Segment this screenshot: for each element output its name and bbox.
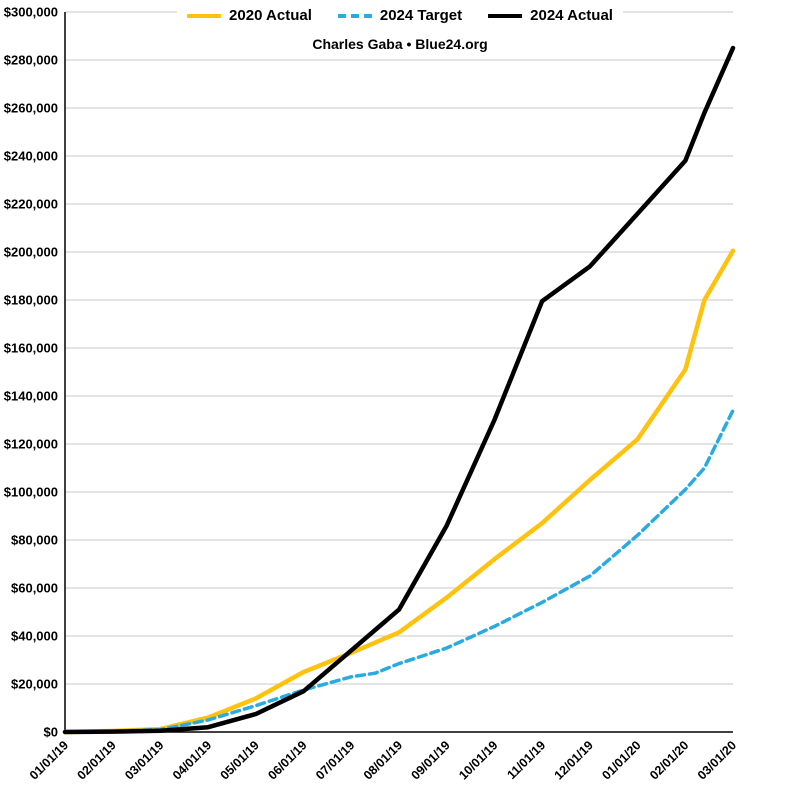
legend-swatch-2024-target	[337, 13, 372, 18]
legend-swatch-2020-actual	[187, 13, 222, 18]
svg-text:08/01/19: 08/01/19	[361, 738, 405, 782]
svg-text:$140,000: $140,000	[4, 389, 58, 404]
legend-label-2024-actual: 2024 Actual	[530, 7, 613, 24]
svg-text:$300,000: $300,000	[4, 5, 58, 20]
legend-item-2024-actual: 2024 Actual	[488, 7, 613, 24]
svg-text:$260,000: $260,000	[4, 101, 58, 116]
svg-text:04/01/19: 04/01/19	[170, 738, 214, 782]
svg-text:03/01/20: 03/01/20	[695, 738, 739, 782]
svg-text:02/01/20: 02/01/20	[647, 738, 691, 782]
svg-text:$240,000: $240,000	[4, 149, 58, 164]
svg-text:01/01/19: 01/01/19	[27, 738, 71, 782]
svg-text:02/01/19: 02/01/19	[75, 738, 119, 782]
legend: 2020 Actual 2024 Target 2024 Actual	[177, 5, 623, 26]
svg-text:$60,000: $60,000	[11, 581, 58, 596]
svg-text:$20,000: $20,000	[11, 677, 58, 692]
svg-text:$80,000: $80,000	[11, 533, 58, 548]
svg-text:$220,000: $220,000	[4, 197, 58, 212]
svg-text:09/01/19: 09/01/19	[409, 738, 453, 782]
legend-label-2024-target: 2024 Target	[379, 7, 463, 24]
svg-text:$160,000: $160,000	[4, 341, 58, 356]
svg-text:06/01/19: 06/01/19	[265, 738, 309, 782]
svg-text:$0: $0	[44, 725, 58, 740]
legend-item-2020-actual: 2020 Actual	[187, 7, 312, 24]
svg-text:12/01/19: 12/01/19	[552, 738, 596, 782]
svg-text:$120,000: $120,000	[4, 437, 58, 452]
legend-label-2020-actual: 2020 Actual	[229, 7, 312, 24]
svg-text:03/01/19: 03/01/19	[122, 738, 166, 782]
chart-subtitle: Charles Gaba • Blue24.org	[312, 36, 488, 52]
svg-text:01/01/20: 01/01/20	[599, 738, 643, 782]
svg-text:$40,000: $40,000	[11, 629, 58, 644]
svg-text:07/01/19: 07/01/19	[313, 738, 357, 782]
svg-text:05/01/19: 05/01/19	[218, 738, 262, 782]
svg-text:$100,000: $100,000	[4, 485, 58, 500]
svg-text:$280,000: $280,000	[4, 53, 58, 68]
svg-text:$200,000: $200,000	[4, 245, 58, 260]
svg-text:$180,000: $180,000	[4, 293, 58, 308]
legend-swatch-2024-actual	[488, 13, 523, 18]
svg-text:10/01/19: 10/01/19	[456, 738, 500, 782]
legend-item-2024-target: 2024 Target	[337, 7, 463, 24]
svg-text:11/01/19: 11/01/19	[504, 738, 548, 782]
